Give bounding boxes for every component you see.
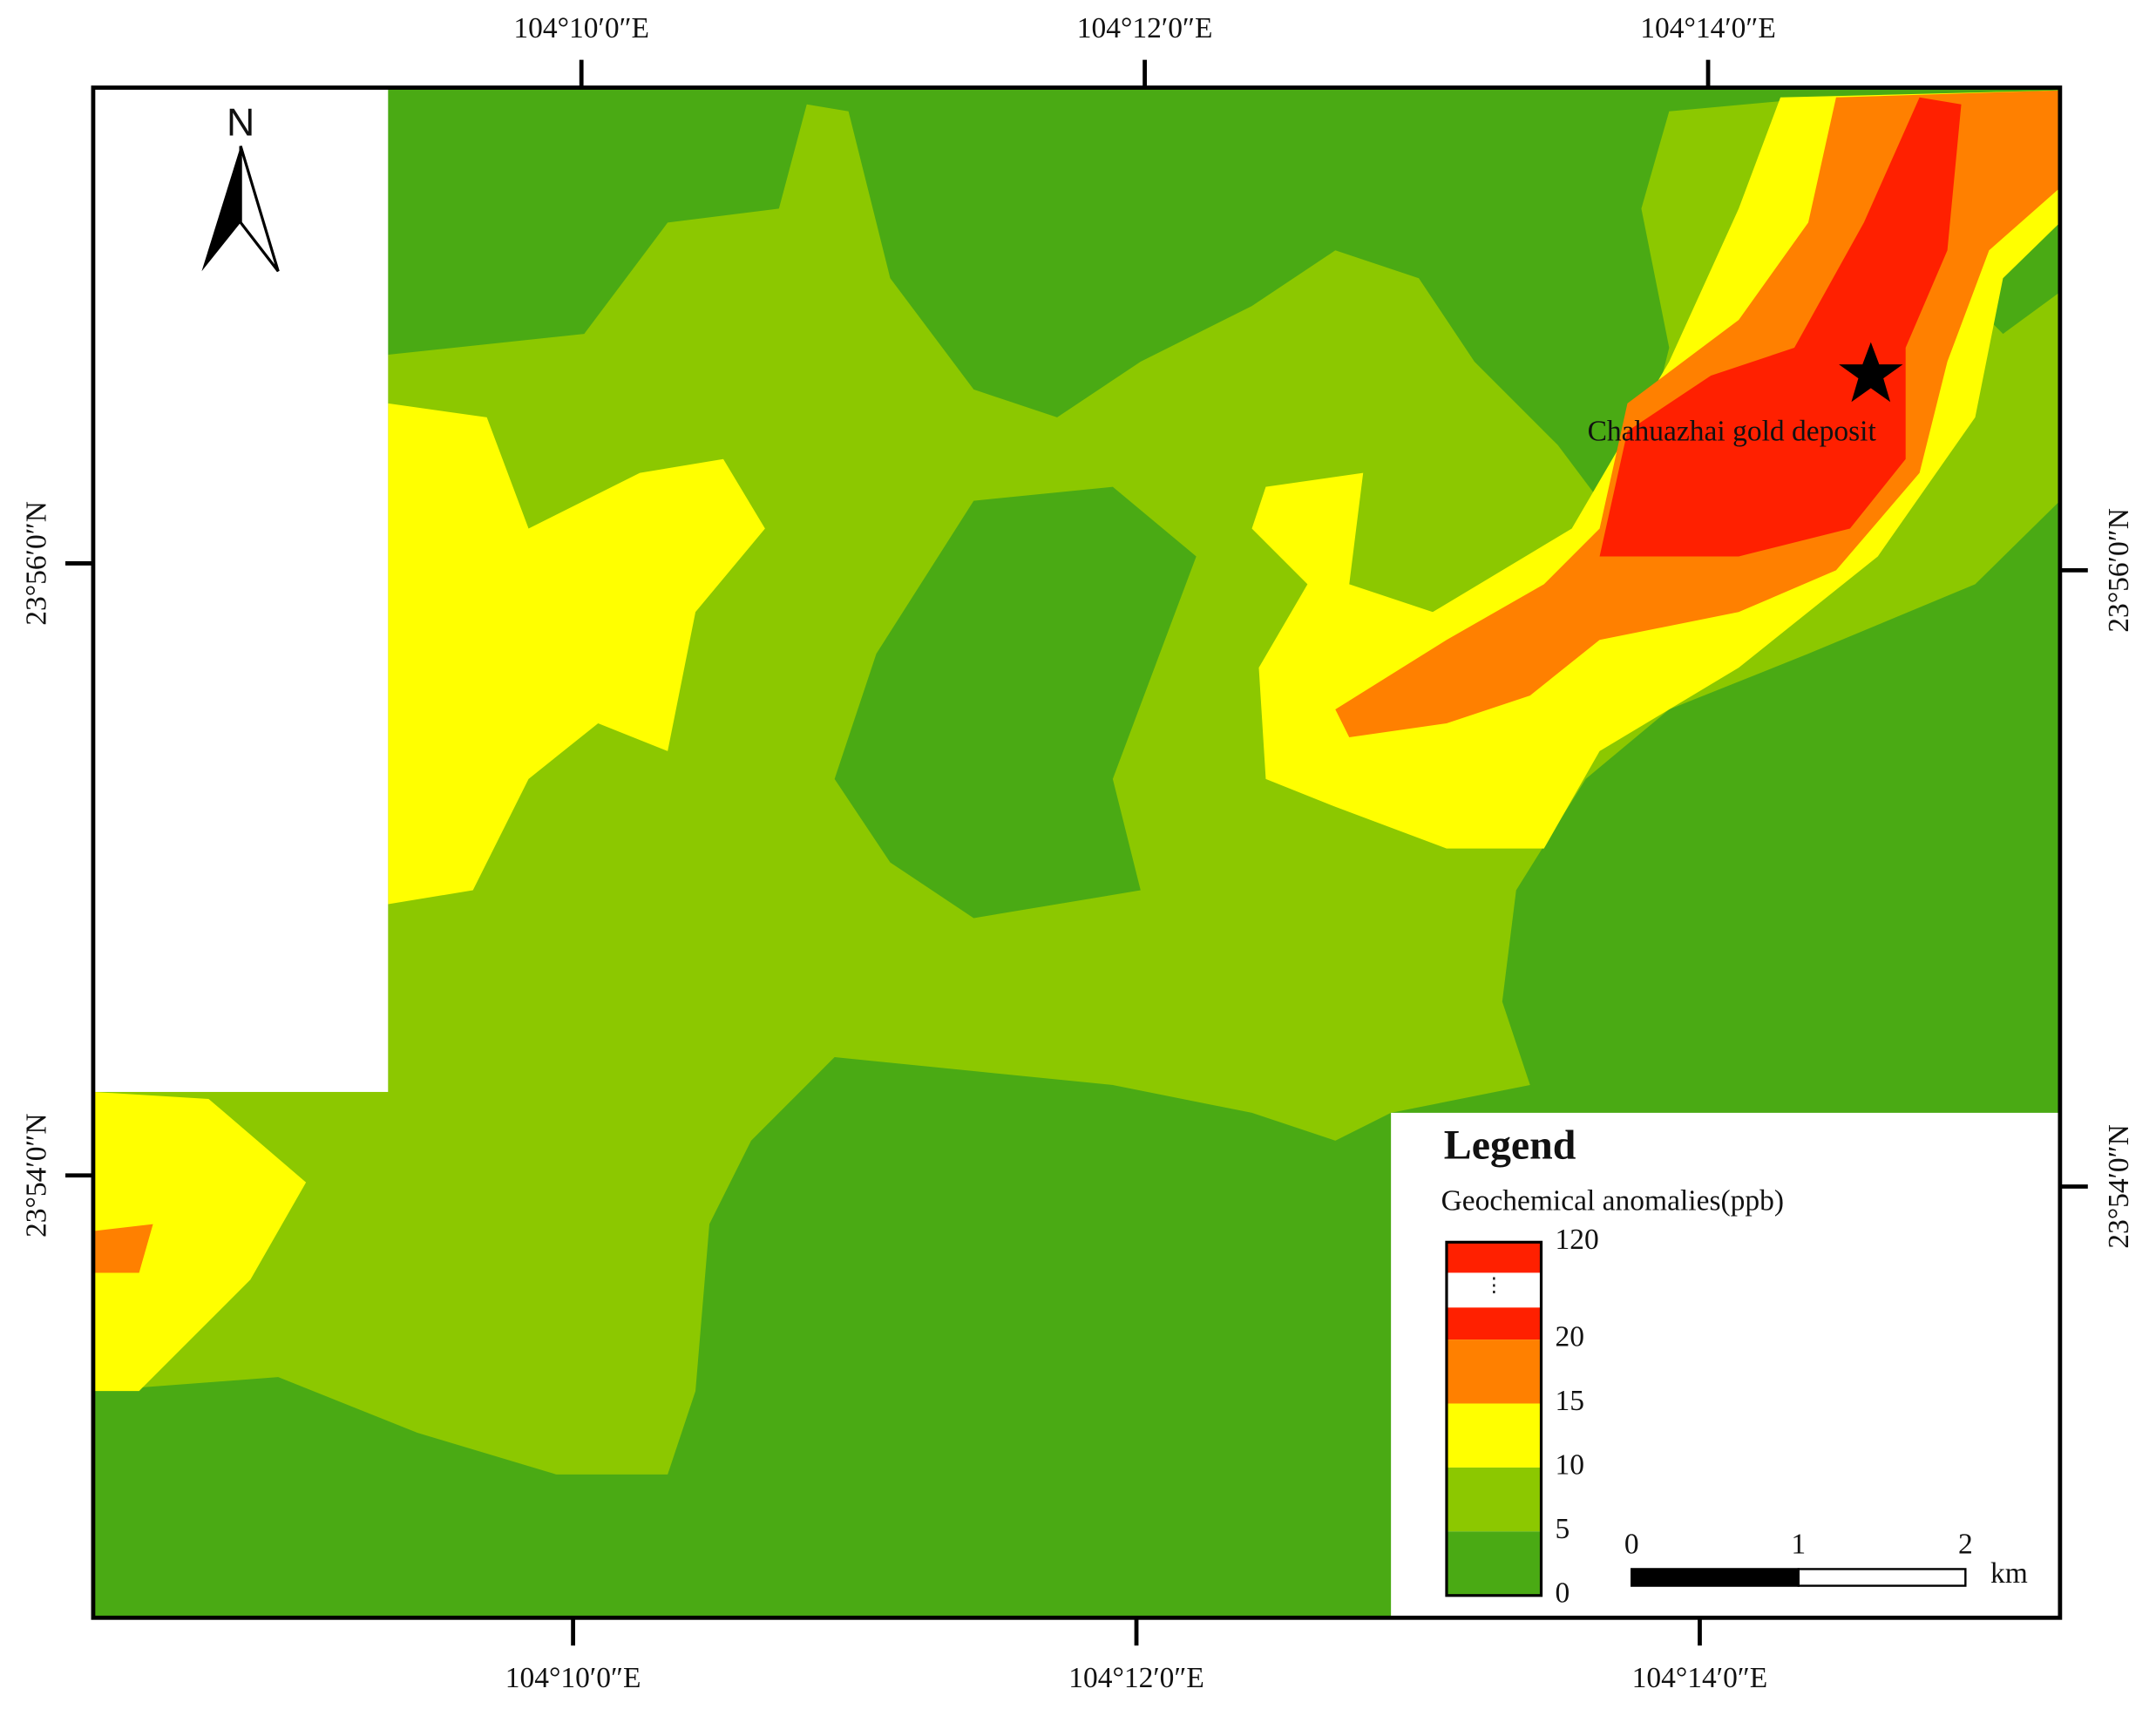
zone-very-high (92, 1224, 153, 1273)
scale-label: 2 (1958, 1529, 1973, 1561)
scale-bar: 0 1 2 km (1624, 1529, 2028, 1590)
coord-label: 104°12′0″E (1077, 12, 1213, 44)
scale-unit: km (1990, 1557, 2028, 1590)
legend-label: 5 (1555, 1513, 1570, 1545)
coord-label: 23°54′0″N (2103, 1124, 2135, 1249)
scale-segment (1631, 1568, 1800, 1587)
ticks (65, 59, 2088, 1646)
legend-swatch (1446, 1339, 1542, 1404)
legend-break-dots: ⋮ (1484, 1274, 1503, 1296)
arrow-right (239, 146, 280, 273)
coord-label: 23°56′0″N (20, 501, 52, 626)
legend-label: 10 (1555, 1449, 1584, 1482)
north-label: N (227, 101, 254, 144)
zone-low (834, 486, 1197, 919)
legend-swatch (1446, 1403, 1542, 1468)
legend-subtitle: Geochemical anomalies(ppb) (1441, 1184, 1784, 1217)
legend-label: 120 (1555, 1224, 1598, 1256)
zone-high (92, 1091, 307, 1392)
scale-segment (1797, 1568, 1967, 1587)
scale-label: 1 (1791, 1529, 1806, 1561)
legend-ramp: ⋮ 120 20 15 10 5 0 (1445, 1224, 1599, 1609)
map-body (91, 85, 2063, 1620)
coord-label: 23°56′0″N (2103, 508, 2135, 633)
coord-label: 104°10′0″E (505, 1662, 641, 1694)
zone-high (388, 403, 765, 905)
legend-swatch (1446, 1307, 1542, 1340)
legend-swatch (1446, 1531, 1542, 1596)
legend-break (1446, 1272, 1542, 1308)
coord-label: 104°14′0″E (1632, 1662, 1768, 1694)
coord-label: 104°12′0″E (1068, 1662, 1204, 1694)
legend-swatch (1446, 1467, 1542, 1532)
coord-label: 104°14′0″E (1640, 12, 1776, 44)
legend-label: 20 (1555, 1321, 1584, 1353)
deposit-star (1839, 342, 1903, 403)
annotation: Chahuazhai gold deposit (1588, 416, 1877, 448)
zone-anomaly (1599, 97, 1962, 557)
legend-ramp-frame (1445, 1240, 1543, 1597)
legend-label: 15 (1555, 1385, 1584, 1417)
legend-title: Legend (1444, 1122, 1576, 1168)
coord-label: 104°10′0″E (513, 12, 649, 44)
map-frame (91, 85, 2063, 1620)
scale-label: 0 (1624, 1529, 1639, 1561)
legend-swatch (1446, 1242, 1542, 1273)
no-data-area (92, 87, 389, 1092)
legend-label: 0 (1555, 1577, 1570, 1609)
coord-label: 23°54′0″N (20, 1113, 52, 1238)
